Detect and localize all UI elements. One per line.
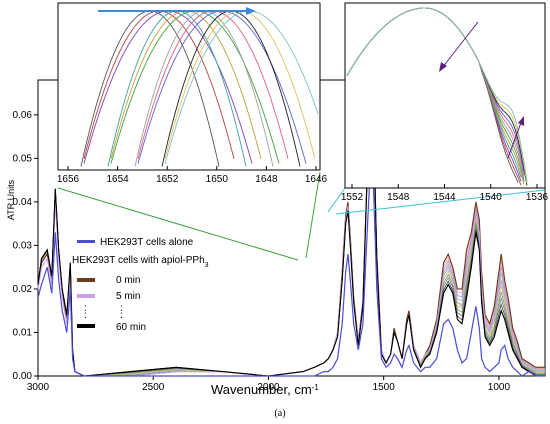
inset-amide-ii-arrowhead-down xyxy=(439,62,447,72)
inset-amide-i-curve xyxy=(164,10,319,164)
x-axis-title: Wavenumber, cm-1 xyxy=(211,382,319,397)
main-axis-ticks: 3000 2500 2000 1500 1000 0.00 0.01 0.02 0.03 0.04… xyxy=(13,110,511,393)
inset-amide-i-arrowhead xyxy=(246,7,256,15)
y-tick-label: 0.06 xyxy=(13,110,33,121)
zoom-connector-right-1 xyxy=(327,187,346,213)
inset-tick-label: 1548 xyxy=(387,192,410,203)
legend-swatch-cells-alone xyxy=(77,240,95,243)
inset-amide-ii-ticks: 1552 1548 1544 1540 1536 xyxy=(341,184,549,203)
x-tick-label: 1500 xyxy=(373,382,396,393)
inset-amide-i-ticks: 1656 1654 1652 1650 1648 1646 xyxy=(57,166,328,185)
inset-tick-label: 1552 xyxy=(341,192,364,203)
legend-label-60min: 60 min xyxy=(116,322,146,333)
legend-ellipsis-3: : xyxy=(84,310,87,321)
inset-tick-label: 1650 xyxy=(206,174,229,185)
inset-amide-ii-arrowhead-up xyxy=(518,116,524,126)
legend-swatch-5min xyxy=(77,294,95,298)
zoom-connector-right-2 xyxy=(335,189,546,215)
x-tick-label: 2500 xyxy=(142,382,165,393)
legend-ellipsis-2: : xyxy=(120,303,123,314)
x-tick-label: 2000 xyxy=(257,382,280,393)
inset-amide-ii-arrow-up xyxy=(507,119,523,159)
legend-label-cells-alone: HEK293T cells alone xyxy=(100,237,194,248)
inset-tick-label: 1656 xyxy=(57,174,80,185)
y-tick-label: 0.05 xyxy=(13,153,33,164)
x-tick-label: 3000 xyxy=(27,382,50,393)
figure-caption: (a) xyxy=(274,408,285,419)
inset-amide-ii-curve xyxy=(346,7,528,182)
legend-swatch-60min xyxy=(77,324,95,328)
inset-tick-label: 1544 xyxy=(433,192,456,203)
main-series-group xyxy=(37,84,545,377)
inset-amide-ii-arrow-down xyxy=(441,21,479,69)
zoom-connector-left-1 xyxy=(57,187,299,261)
inset-tick-label: 1540 xyxy=(480,192,503,203)
inset-amide-ii: 1552 1548 1544 1540 1536 xyxy=(341,2,549,203)
series-line-60min xyxy=(37,88,545,377)
y-tick-label: 0.00 xyxy=(13,371,33,382)
inset-tick-label: 1648 xyxy=(255,174,278,185)
inset-amide-i-curves xyxy=(80,10,319,167)
legend-heading-treated: HEK293T cells with apiol-PPh3 xyxy=(72,255,209,269)
y-tick-label: 0.03 xyxy=(13,240,33,251)
y-tick-label: 0.02 xyxy=(13,284,33,295)
legend: HEK293T cells alone HEK293T cells with a… xyxy=(72,237,209,333)
legend-swatch-0min xyxy=(77,278,95,282)
y-tick-label: 0.04 xyxy=(13,197,33,208)
legend-label-5min: 5 min xyxy=(116,291,140,302)
legend-ellipsis-1: : xyxy=(84,303,87,314)
inset-tick-label: 1536 xyxy=(526,192,549,203)
legend-label-0min: 0 min xyxy=(116,275,140,286)
y-axis-title: ATR Units xyxy=(6,179,16,220)
inset-amide-ii-curves xyxy=(346,7,528,186)
inset-tick-label: 1654 xyxy=(106,174,129,185)
inset-tick-label: 1646 xyxy=(305,174,328,185)
series-line-cells-alone xyxy=(37,153,545,377)
x-tick-label: 1000 xyxy=(488,382,511,393)
inset-amide-i: 1656 1654 1652 1650 1648 1646 xyxy=(57,2,328,185)
legend-ellipsis-4: : xyxy=(120,310,123,321)
inset-tick-label: 1652 xyxy=(156,174,179,185)
zoom-connector-left-2 xyxy=(305,171,321,259)
y-tick-label: 0.01 xyxy=(13,327,33,338)
